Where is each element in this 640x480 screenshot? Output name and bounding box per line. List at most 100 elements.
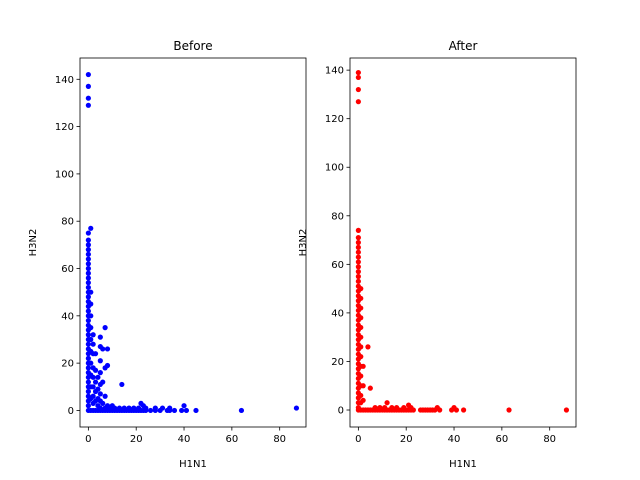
data-point bbox=[100, 346, 106, 352]
data-point bbox=[92, 351, 99, 357]
data-point bbox=[85, 251, 91, 257]
axes-frame bbox=[349, 57, 577, 428]
data-point bbox=[104, 346, 111, 352]
data-point bbox=[358, 305, 364, 311]
data-point bbox=[85, 83, 91, 89]
y-tick-label: 120 bbox=[325, 114, 344, 125]
data-point bbox=[97, 334, 103, 340]
data-point bbox=[355, 235, 361, 241]
data-point bbox=[85, 379, 91, 385]
y-tick-label: 0 bbox=[338, 406, 344, 417]
x-tick-label: 40 bbox=[178, 434, 191, 445]
data-point bbox=[88, 336, 94, 343]
data-point bbox=[90, 384, 96, 390]
y-tick-label: 100 bbox=[325, 163, 344, 174]
data-point bbox=[358, 354, 364, 360]
data-point bbox=[238, 407, 245, 414]
data-point bbox=[85, 341, 91, 347]
data-point bbox=[355, 239, 361, 246]
data-point bbox=[88, 325, 94, 331]
data-point bbox=[97, 370, 103, 376]
data-point bbox=[88, 225, 94, 231]
data-point bbox=[85, 332, 91, 338]
data-point bbox=[152, 407, 158, 414]
data-point bbox=[358, 286, 364, 292]
panel-before: 0 20 40 60 80 0 20 40 60 80 100 120 140 Before H1N1 H3N… bbox=[28, 39, 307, 470]
data-point bbox=[167, 407, 173, 414]
y-tick-label: 100 bbox=[55, 169, 74, 180]
data-point bbox=[85, 355, 91, 361]
data-point bbox=[85, 284, 91, 291]
panel-after: 0 20 40 60 80 0 20 40 60 80 100 120 140 After H1N1 H3N2 bbox=[298, 39, 577, 470]
data-point bbox=[453, 407, 460, 413]
data-point bbox=[85, 365, 91, 371]
data-point bbox=[85, 317, 91, 324]
data-point bbox=[358, 315, 364, 321]
data-point bbox=[355, 74, 361, 81]
data-point bbox=[85, 265, 91, 272]
data-point bbox=[355, 249, 361, 255]
data-point bbox=[410, 407, 416, 413]
data-point bbox=[506, 407, 512, 413]
data-point bbox=[100, 400, 106, 406]
y-tick-label: 140 bbox=[55, 75, 74, 86]
data-point bbox=[88, 360, 94, 366]
y-tick-label: 60 bbox=[61, 264, 74, 275]
data-point bbox=[85, 403, 91, 409]
data-point bbox=[85, 388, 91, 395]
data-point bbox=[355, 86, 361, 93]
data-point bbox=[85, 242, 91, 248]
y-tick-label: 120 bbox=[55, 122, 74, 133]
data-point bbox=[119, 381, 125, 388]
data-point bbox=[85, 294, 91, 300]
y-tick-label: 60 bbox=[331, 260, 344, 271]
data-point bbox=[85, 102, 91, 108]
data-point bbox=[143, 407, 149, 414]
data-point bbox=[355, 259, 361, 265]
data-point bbox=[85, 230, 91, 236]
data-point bbox=[355, 69, 361, 76]
data-point bbox=[88, 289, 94, 295]
data-point bbox=[85, 275, 91, 281]
x-tick-label: 0 bbox=[355, 434, 361, 445]
data-point bbox=[355, 227, 361, 233]
x-tick-label: 60 bbox=[225, 434, 238, 445]
y-tick-label: 40 bbox=[61, 311, 74, 322]
x-tick-label: 20 bbox=[130, 434, 143, 445]
data-point bbox=[365, 344, 371, 350]
data-point bbox=[92, 379, 99, 385]
axes-frame bbox=[79, 57, 307, 428]
y-tick-label: 80 bbox=[331, 211, 344, 222]
data-point bbox=[181, 403, 187, 409]
data-point bbox=[85, 270, 91, 276]
data-point bbox=[360, 363, 366, 369]
data-point bbox=[384, 400, 390, 406]
data-point bbox=[97, 391, 103, 397]
scatter-points bbox=[85, 71, 300, 414]
y-axis-label: H3N2 bbox=[298, 229, 309, 257]
x-tick-label: 80 bbox=[543, 434, 556, 445]
data-point bbox=[355, 278, 361, 284]
data-point bbox=[358, 392, 364, 399]
data-point bbox=[90, 341, 96, 347]
y-tick-label: 40 bbox=[331, 308, 344, 319]
data-point bbox=[85, 308, 91, 314]
data-point bbox=[90, 374, 96, 380]
data-point bbox=[358, 324, 364, 331]
x-tick-label: 0 bbox=[85, 434, 91, 445]
data-point bbox=[95, 374, 101, 380]
data-point bbox=[159, 405, 166, 411]
data-point bbox=[95, 386, 101, 392]
x-tick-label: 20 bbox=[400, 434, 413, 445]
data-point bbox=[171, 407, 178, 414]
data-point bbox=[90, 393, 96, 399]
data-point bbox=[85, 247, 91, 253]
y-tick-label: 20 bbox=[331, 357, 344, 368]
data-point bbox=[183, 407, 190, 414]
data-point bbox=[355, 264, 361, 270]
y-tick-label: 140 bbox=[325, 66, 344, 77]
data-point bbox=[437, 407, 443, 413]
data-point bbox=[563, 407, 570, 413]
data-point bbox=[367, 385, 373, 391]
